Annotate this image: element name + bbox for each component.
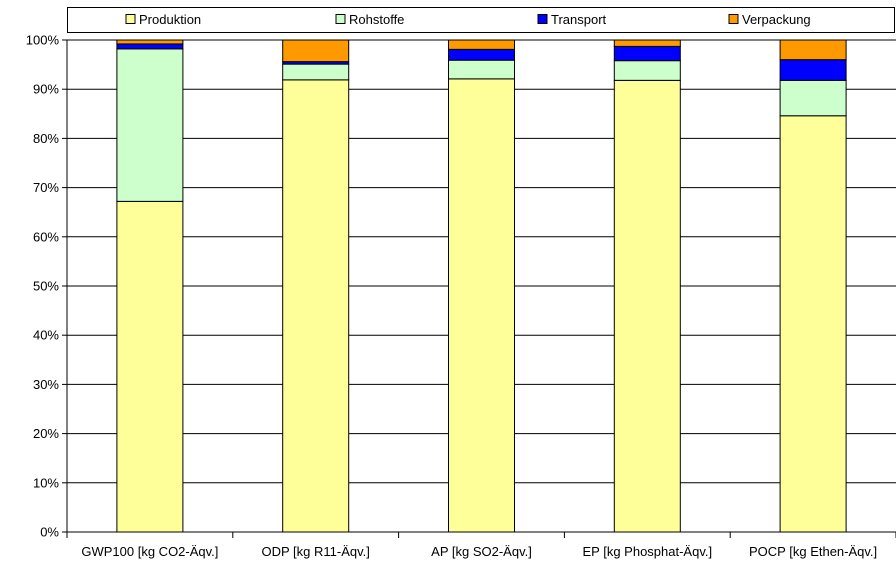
y-tick-label: 10%: [33, 475, 59, 490]
y-tick-label: 80%: [33, 131, 59, 146]
y-tick-label: 100%: [26, 33, 60, 48]
bar-segment: [116, 39, 184, 45]
legend-label: Produktion: [139, 12, 201, 27]
bar-segment: [448, 78, 515, 533]
legend-swatch: [125, 14, 136, 24]
x-tick-label: EP [kg Phosphat-Äqv.]: [583, 544, 713, 559]
x-tick-label: POCP [kg Ethen-Äqv.]: [749, 544, 877, 559]
x-tick-label: GWP100 [kg CO2-Äqv.]: [81, 544, 218, 559]
y-tick-label: 40%: [33, 328, 59, 343]
legend-swatch: [335, 14, 346, 24]
x-tick-label: ODP [kg R11-Äqv.]: [262, 544, 370, 559]
y-tick-label: 30%: [33, 377, 59, 392]
bar-segment: [116, 43, 184, 50]
legend-label: Verpackung: [742, 12, 811, 27]
bar-segment: [282, 39, 350, 63]
bar-segment: [282, 63, 350, 81]
legend-swatch: [728, 14, 739, 24]
bar-segment: [448, 48, 515, 61]
legend-box: [67, 7, 895, 33]
bar-segment: [282, 79, 350, 533]
bar-segment: [779, 79, 847, 117]
bar-segment: [613, 39, 681, 47]
bar-segment: [613, 60, 681, 81]
bar-segment: [779, 115, 847, 533]
bar-segment: [116, 200, 184, 533]
x-tick-label: AP [kg SO2-Äqv.]: [431, 544, 532, 559]
legend-label: Transport: [551, 12, 607, 27]
bar-segment: [448, 39, 515, 50]
bar-segment: [613, 79, 681, 533]
bar-segment: [116, 48, 184, 202]
y-tick-label: 60%: [33, 229, 59, 244]
bar-segment: [448, 59, 515, 80]
bar-segment: [779, 59, 847, 81]
y-tick-label: 70%: [33, 180, 59, 195]
bar-segment: [779, 39, 847, 61]
y-tick-label: 50%: [33, 279, 59, 294]
legend-swatch: [537, 14, 548, 24]
legend-label: Rohstoffe: [349, 12, 404, 27]
y-tick-label: 20%: [33, 426, 59, 441]
bar-segment: [613, 45, 681, 62]
y-tick-label: 0%: [40, 525, 59, 540]
y-tick-label: 90%: [33, 82, 59, 97]
